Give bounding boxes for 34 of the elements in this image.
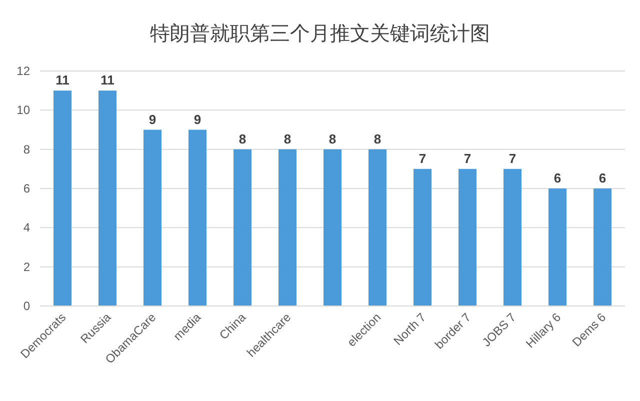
data-label: 8 bbox=[328, 131, 336, 146]
data-label: 9 bbox=[194, 112, 202, 127]
data-label: 11 bbox=[100, 72, 114, 88]
y-tick-label: 10 bbox=[16, 103, 30, 118]
bar bbox=[144, 130, 162, 306]
bar bbox=[504, 168, 522, 306]
bar bbox=[98, 90, 116, 306]
data-label: 8 bbox=[374, 131, 382, 146]
data-label: 8 bbox=[238, 131, 246, 146]
bar bbox=[548, 188, 566, 306]
data-label: 6 bbox=[598, 170, 606, 186]
bar bbox=[234, 149, 252, 306]
y-tick-label: 8 bbox=[23, 142, 30, 156]
bar bbox=[458, 168, 476, 306]
bar bbox=[188, 130, 206, 306]
bar bbox=[368, 149, 386, 306]
y-tick-label: 12 bbox=[16, 64, 30, 78]
y-tick-label: 6 bbox=[23, 182, 30, 196]
data-label: 9 bbox=[148, 112, 156, 127]
bar bbox=[54, 90, 72, 306]
y-tick-label: 2 bbox=[23, 260, 30, 274]
data-label: 7 bbox=[464, 150, 472, 166]
data-label: 7 bbox=[508, 150, 516, 166]
data-label: 8 bbox=[284, 131, 292, 146]
data-label: 11 bbox=[56, 72, 70, 88]
bar bbox=[594, 188, 612, 306]
y-tick-label: 0 bbox=[23, 299, 30, 313]
chart-title: 特朗普就职第三个月推文关键词统计图 bbox=[150, 22, 490, 45]
y-tick-label: 4 bbox=[23, 220, 30, 235]
bar bbox=[278, 149, 296, 306]
bar bbox=[414, 168, 432, 306]
data-label: 6 bbox=[554, 170, 562, 186]
bar bbox=[324, 149, 342, 306]
data-label: 7 bbox=[418, 150, 426, 166]
